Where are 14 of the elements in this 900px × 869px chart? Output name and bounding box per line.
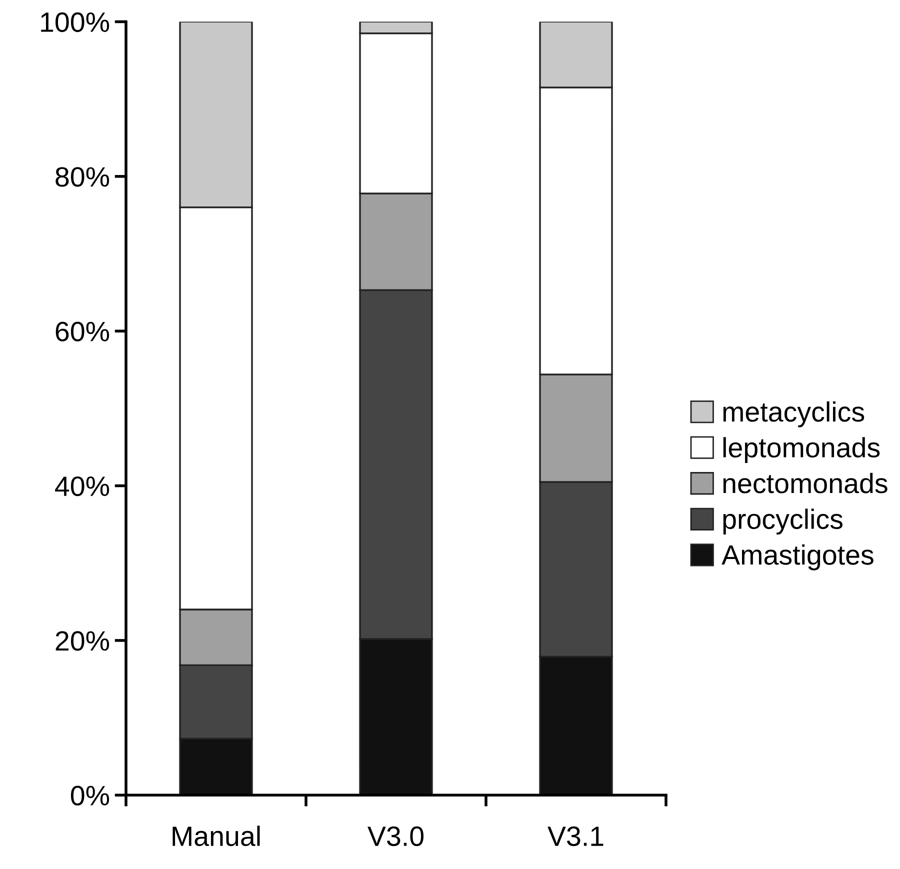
y-tick-label: 60% — [56, 322, 110, 342]
y-tick-label: 0% — [70, 786, 110, 806]
y-tick-label: 40% — [55, 476, 110, 496]
legend-label: metacyclics — [723, 401, 864, 428]
y-tick-label: 20% — [56, 631, 110, 651]
legend-label: Amastigotes — [722, 544, 874, 570]
x-tick-label: Manual — [172, 826, 260, 846]
y-tick-label: 80% — [56, 167, 110, 187]
x-tick-label: V3.1 — [548, 826, 604, 846]
legend-label: leptomonads — [723, 437, 880, 464]
x-tick-label: V3.0 — [368, 826, 424, 846]
legend-label: nectomonads — [723, 472, 888, 494]
y-tick-label: 100% — [41, 12, 110, 32]
legend-label: procyclics — [723, 508, 842, 535]
